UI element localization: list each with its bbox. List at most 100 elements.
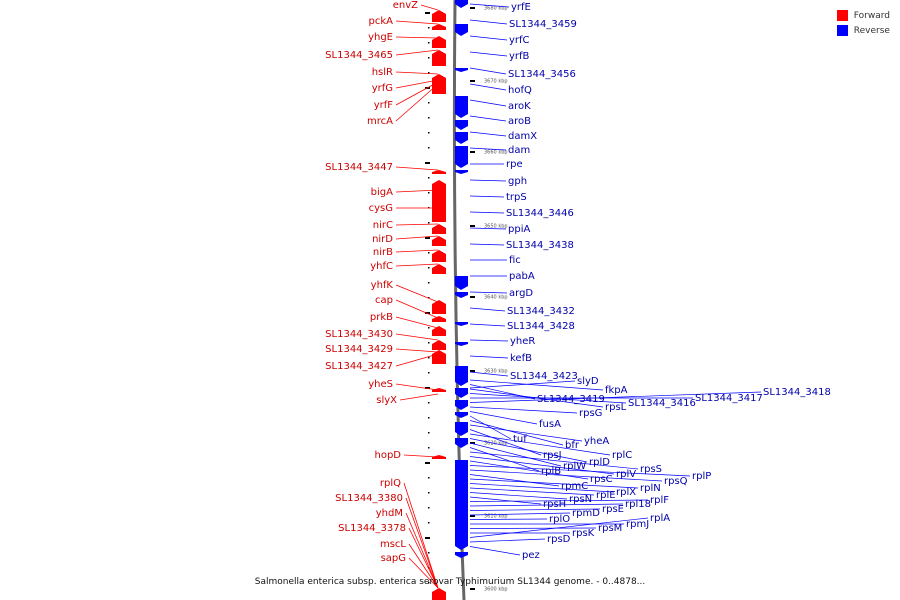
reverse-gene-label[interactable]: gph [508, 176, 527, 187]
forward-gene-label[interactable]: bigA [371, 187, 393, 198]
left-tick-mark [428, 282, 430, 284]
reverse-gene-label[interactable]: SL1344_3432 [507, 306, 575, 317]
forward-gene-label[interactable]: nirB [373, 247, 393, 258]
reverse-gene-label[interactable]: pabA [509, 271, 535, 282]
reverse-gene-feature [455, 366, 468, 386]
reverse-gene-label[interactable]: rpsM [598, 523, 622, 534]
reverse-gene-label[interactable]: aroK [508, 101, 531, 112]
reverse-gene-label[interactable]: fusA [539, 419, 561, 430]
reverse-gene-label[interactable]: SL1344_3428 [507, 321, 575, 332]
reverse-gene-label[interactable]: rpsN [569, 494, 592, 505]
forward-gene-label[interactable]: nirD [372, 234, 393, 245]
reverse-gene-label[interactable]: dam [508, 145, 530, 156]
reverse-gene-label[interactable]: rpsE [602, 504, 624, 515]
reverse-gene-label[interactable]: rplO [549, 514, 570, 525]
reverse-gene-label[interactable]: rplX [616, 487, 636, 498]
forward-leader-line [408, 527, 439, 589]
reverse-gene-label[interactable]: rplB [541, 466, 561, 477]
forward-gene-label[interactable]: SL1344_3465 [325, 50, 393, 61]
reverse-gene-label[interactable]: rpsL [605, 402, 627, 413]
reverse-gene-label[interactable]: SL1344_3446 [506, 208, 574, 219]
reverse-gene-label[interactable]: ppiA [508, 224, 530, 235]
reverse-gene-label[interactable]: rplD [589, 457, 610, 468]
left-tick-mark [425, 537, 430, 539]
forward-gene-label[interactable]: mscL [380, 539, 406, 550]
forward-gene-label[interactable]: SL1344_3429 [325, 344, 393, 355]
reverse-gene-label[interactable]: rpsS [640, 464, 662, 475]
reverse-gene-label[interactable]: rpmC [561, 481, 588, 492]
forward-gene-label[interactable]: SL1344_3430 [325, 329, 393, 340]
reverse-gene-label[interactable]: SL1344_3423 [510, 371, 578, 382]
reverse-gene-label[interactable]: rplE [596, 490, 616, 501]
forward-gene-label[interactable]: hslR [372, 67, 393, 78]
reverse-gene-label[interactable]: rplF [650, 495, 669, 506]
reverse-gene-label[interactable]: rpsC [590, 474, 613, 485]
left-tick-mark [428, 492, 430, 494]
reverse-gene-label[interactable]: rplC [612, 450, 632, 461]
forward-gene-label[interactable]: nirC [373, 220, 393, 231]
forward-gene-label[interactable]: yhgE [368, 32, 393, 43]
reverse-gene-label[interactable]: rpsH [543, 499, 566, 510]
reverse-gene-label[interactable]: rpmJ [626, 519, 649, 530]
reverse-gene-label[interactable]: rpsQ [664, 476, 688, 487]
forward-gene-label[interactable]: cysG [369, 203, 393, 214]
reverse-gene-label[interactable]: rplW [563, 461, 586, 472]
reverse-gene-label[interactable]: tuf [513, 434, 527, 445]
reverse-gene-label[interactable]: yrfE [511, 2, 531, 13]
forward-gene-label[interactable]: SL1344_3380 [335, 493, 403, 504]
reverse-leader-line [469, 243, 505, 246]
reverse-gene-label[interactable]: hofQ [508, 85, 532, 96]
reverse-gene-label[interactable]: SL1344_3416 [628, 398, 696, 409]
reverse-gene-label[interactable]: SL1344_3456 [508, 69, 576, 80]
reverse-gene-label[interactable]: argD [509, 288, 533, 299]
forward-gene-label[interactable]: mrcA [367, 116, 393, 127]
reverse-gene-label[interactable]: yrfC [509, 35, 530, 46]
reverse-gene-label[interactable]: SL1344_3418 [763, 387, 831, 398]
reverse-gene-label[interactable]: rpsK [572, 528, 595, 539]
forward-gene-label[interactable]: cap [375, 295, 393, 306]
reverse-gene-label[interactable]: bfr [565, 440, 580, 451]
forward-gene-label[interactable]: yheS [368, 379, 393, 390]
forward-gene-label[interactable]: slyX [376, 395, 397, 406]
reverse-gene-label[interactable]: rpe [506, 159, 523, 170]
forward-gene-label[interactable]: envZ [393, 0, 418, 11]
reverse-gene-label[interactable]: damX [508, 131, 537, 142]
forward-gene-label[interactable]: SL1344_3378 [338, 523, 406, 534]
reverse-gene-label[interactable]: rplP [692, 471, 711, 482]
reverse-gene-label[interactable]: SL1344_3419 [537, 394, 605, 405]
reverse-gene-label[interactable]: SL1344_3417 [695, 393, 763, 404]
reverse-gene-label[interactable]: pez [522, 550, 540, 561]
reverse-gene-label[interactable]: fkpA [605, 385, 628, 396]
forward-gene-label[interactable]: pckA [369, 16, 394, 27]
reverse-gene-label[interactable]: aroB [508, 116, 531, 127]
forward-leader-line [403, 482, 439, 589]
forward-gene-label[interactable]: yhdM [376, 508, 403, 519]
forward-gene-label[interactable]: sapG [381, 553, 406, 564]
forward-gene-label[interactable]: rplQ [380, 478, 401, 489]
reverse-gene-label[interactable]: SL1344_3459 [509, 19, 577, 30]
reverse-gene-label[interactable]: yheR [510, 336, 535, 347]
reverse-gene-label[interactable]: slyD [577, 376, 599, 387]
forward-gene-label[interactable]: yhfC [370, 261, 393, 272]
reverse-gene-label[interactable]: rpsJ [543, 450, 562, 461]
reverse-gene-label[interactable]: SL1344_3438 [506, 240, 574, 251]
reverse-gene-label[interactable]: yheA [584, 436, 609, 447]
reverse-gene-label[interactable]: rplV [616, 469, 636, 480]
reverse-gene-label[interactable]: rpsD [547, 534, 571, 545]
reverse-gene-label[interactable]: rpmD [572, 508, 600, 519]
reverse-gene-label[interactable]: yrfB [509, 51, 530, 62]
reverse-gene-label[interactable]: fic [509, 255, 521, 266]
forward-gene-label[interactable]: SL1344_3447 [325, 162, 393, 173]
reverse-gene-label[interactable]: rpsG [579, 408, 602, 419]
forward-gene-label[interactable]: yrfG [372, 83, 393, 94]
reverse-gene-label[interactable]: kefB [510, 353, 532, 364]
reverse-gene-label[interactable]: rplN [640, 483, 661, 494]
forward-gene-label[interactable]: prkB [370, 312, 393, 323]
reverse-gene-label[interactable]: trpS [506, 192, 527, 203]
forward-gene-label[interactable]: yhfK [371, 280, 394, 291]
reverse-gene-label[interactable]: rplA [650, 513, 670, 524]
forward-gene-label[interactable]: SL1344_3427 [325, 361, 393, 372]
reverse-gene-label[interactable]: rpl18 [625, 499, 651, 510]
forward-gene-label[interactable]: hopD [374, 450, 401, 461]
forward-gene-label[interactable]: yrfF [374, 100, 394, 111]
